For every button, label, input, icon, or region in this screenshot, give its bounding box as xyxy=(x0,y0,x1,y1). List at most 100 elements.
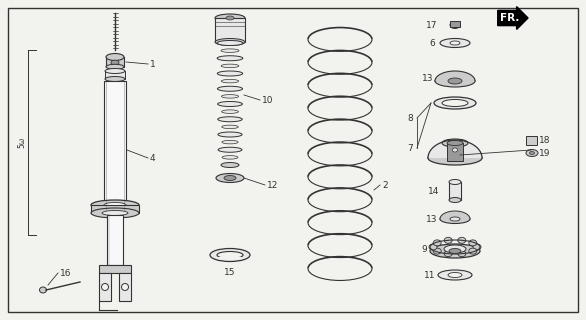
Ellipse shape xyxy=(450,21,460,28)
Ellipse shape xyxy=(449,180,461,185)
FancyBboxPatch shape xyxy=(105,71,125,79)
Ellipse shape xyxy=(469,248,477,254)
Text: 2: 2 xyxy=(382,180,387,189)
Ellipse shape xyxy=(530,151,534,155)
Ellipse shape xyxy=(442,139,468,147)
Ellipse shape xyxy=(101,284,108,291)
Ellipse shape xyxy=(91,208,139,218)
Ellipse shape xyxy=(215,38,245,45)
Text: 13: 13 xyxy=(425,214,437,223)
Ellipse shape xyxy=(222,79,239,83)
Ellipse shape xyxy=(440,38,470,47)
Ellipse shape xyxy=(39,287,46,293)
Ellipse shape xyxy=(429,244,437,250)
Ellipse shape xyxy=(106,64,124,69)
FancyBboxPatch shape xyxy=(526,135,537,145)
FancyBboxPatch shape xyxy=(106,57,124,67)
Ellipse shape xyxy=(111,60,119,65)
Text: 15: 15 xyxy=(224,268,236,277)
Ellipse shape xyxy=(222,110,239,113)
Ellipse shape xyxy=(222,156,238,159)
Ellipse shape xyxy=(458,251,466,257)
Ellipse shape xyxy=(448,78,462,84)
Ellipse shape xyxy=(217,41,243,45)
Ellipse shape xyxy=(452,148,458,152)
Ellipse shape xyxy=(449,249,461,253)
FancyBboxPatch shape xyxy=(104,81,126,210)
FancyBboxPatch shape xyxy=(107,215,123,265)
Ellipse shape xyxy=(224,175,236,180)
Ellipse shape xyxy=(221,64,239,68)
Ellipse shape xyxy=(217,86,243,91)
Text: 16: 16 xyxy=(60,268,71,277)
Ellipse shape xyxy=(428,151,482,165)
Ellipse shape xyxy=(442,100,468,107)
Ellipse shape xyxy=(218,117,242,122)
Ellipse shape xyxy=(215,14,245,22)
Ellipse shape xyxy=(450,41,460,45)
Ellipse shape xyxy=(450,217,460,221)
Ellipse shape xyxy=(440,214,470,223)
Ellipse shape xyxy=(473,244,481,250)
Ellipse shape xyxy=(433,248,441,254)
Ellipse shape xyxy=(222,125,239,129)
Ellipse shape xyxy=(217,101,243,107)
Ellipse shape xyxy=(434,97,476,109)
FancyBboxPatch shape xyxy=(447,143,463,161)
Ellipse shape xyxy=(226,16,234,20)
Ellipse shape xyxy=(444,237,452,243)
Text: 11: 11 xyxy=(424,270,435,279)
Text: 10: 10 xyxy=(262,95,274,105)
Ellipse shape xyxy=(217,56,243,61)
FancyBboxPatch shape xyxy=(450,21,460,27)
Text: 12: 12 xyxy=(267,180,278,189)
Text: 8: 8 xyxy=(407,114,413,123)
Text: 1: 1 xyxy=(150,60,156,68)
Ellipse shape xyxy=(222,95,239,98)
Ellipse shape xyxy=(106,53,124,60)
Text: 5ω: 5ω xyxy=(18,136,26,148)
Ellipse shape xyxy=(218,132,242,137)
Ellipse shape xyxy=(102,211,128,215)
Ellipse shape xyxy=(526,149,538,156)
Ellipse shape xyxy=(210,249,250,261)
Ellipse shape xyxy=(221,49,239,52)
FancyBboxPatch shape xyxy=(91,205,139,213)
Ellipse shape xyxy=(435,75,475,87)
Text: 9: 9 xyxy=(421,244,427,253)
Ellipse shape xyxy=(91,200,139,210)
FancyBboxPatch shape xyxy=(119,273,131,301)
Ellipse shape xyxy=(438,270,472,280)
Ellipse shape xyxy=(448,273,462,277)
Text: 7: 7 xyxy=(407,143,413,153)
Ellipse shape xyxy=(458,237,466,243)
FancyBboxPatch shape xyxy=(99,265,131,273)
Text: 18: 18 xyxy=(539,135,550,145)
Ellipse shape xyxy=(217,256,243,260)
Text: 13: 13 xyxy=(421,74,433,83)
Ellipse shape xyxy=(216,173,244,182)
Ellipse shape xyxy=(433,240,441,246)
Ellipse shape xyxy=(104,203,126,207)
Ellipse shape xyxy=(449,197,461,203)
Ellipse shape xyxy=(444,245,466,253)
Ellipse shape xyxy=(105,68,125,74)
FancyBboxPatch shape xyxy=(449,182,461,200)
Ellipse shape xyxy=(218,147,242,152)
Text: 19: 19 xyxy=(539,148,550,157)
Text: 14: 14 xyxy=(428,187,439,196)
Ellipse shape xyxy=(217,71,243,76)
Ellipse shape xyxy=(105,76,125,82)
FancyBboxPatch shape xyxy=(215,18,245,42)
Ellipse shape xyxy=(221,163,239,167)
Ellipse shape xyxy=(222,140,238,144)
Ellipse shape xyxy=(447,140,463,146)
Ellipse shape xyxy=(469,240,477,246)
Ellipse shape xyxy=(217,252,243,259)
Ellipse shape xyxy=(444,251,452,257)
Text: 17: 17 xyxy=(425,20,437,29)
Ellipse shape xyxy=(430,244,480,258)
Text: FR.: FR. xyxy=(500,13,520,23)
Text: 4: 4 xyxy=(150,154,156,163)
Ellipse shape xyxy=(121,284,128,291)
